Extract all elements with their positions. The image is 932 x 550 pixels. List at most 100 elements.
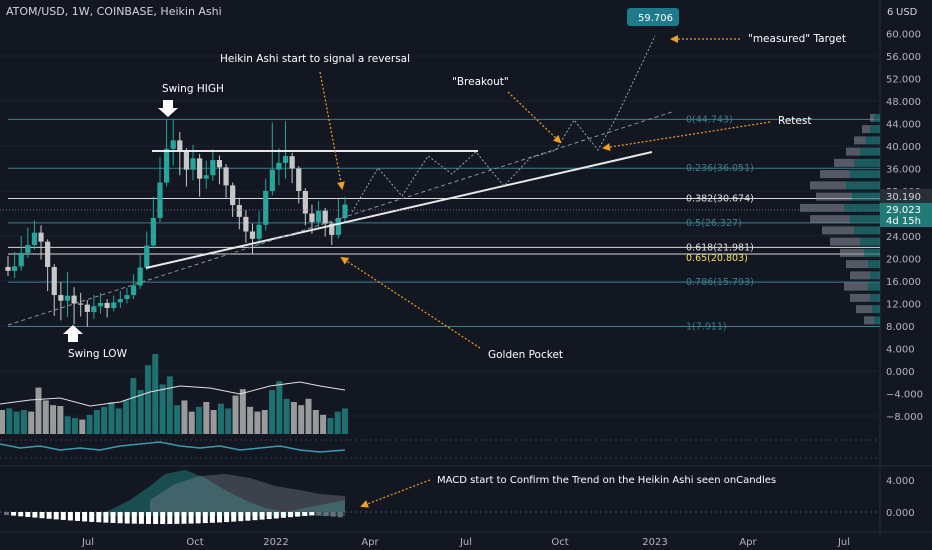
volume-bar [203, 402, 210, 434]
macd-bar [4, 512, 9, 515]
vprofile-bar-down [820, 170, 850, 179]
y-tick-label: 24.000 [886, 232, 921, 243]
currency-label[interactable]: USD [896, 7, 918, 18]
macd-bar [167, 512, 173, 524]
macd-bar [302, 512, 308, 516]
candle-body [197, 158, 203, 179]
chart-title: ATOM/USD, 1W, COINBASE, Heikin Ashi [6, 5, 222, 18]
macd-bar [217, 512, 222, 523]
macd-bar [195, 512, 201, 524]
volume-bar [254, 411, 261, 434]
annotations: Swing HIGH Swing LOW Heikin Ashi start t… [63, 33, 846, 508]
volume-bar [93, 410, 100, 434]
fib-label: 0.236(36.051) [686, 163, 754, 174]
macd-bar [252, 512, 258, 521]
fib-label: 0.5(26.327) [686, 218, 742, 229]
current-price-tag: 29.023 [886, 205, 921, 216]
vprofile-bar-up [852, 192, 880, 201]
vprofile-bar-up [850, 170, 880, 179]
vprofile-bar-down [850, 271, 870, 280]
candle-body [58, 295, 64, 301]
macd-bar [96, 512, 102, 523]
vprofile-bar-up [870, 293, 880, 302]
macd-bar [124, 512, 130, 524]
vprofile-bar-down [810, 181, 846, 190]
volume-bar [0, 410, 5, 434]
vprofile-bar-up [860, 237, 880, 246]
volume-bar [312, 410, 319, 434]
price-axis [880, 0, 932, 550]
macd-histogram [4, 512, 343, 524]
vprofile-bar-up [868, 260, 880, 269]
volume-bar [101, 406, 108, 434]
candle-body [84, 304, 90, 312]
candle-body [329, 223, 335, 235]
vprofile-bar-up [870, 125, 880, 134]
macd-bar [295, 512, 301, 517]
volume-bar [123, 400, 130, 434]
macd-bar [330, 512, 336, 517]
macd-bar [181, 512, 187, 524]
macd-bar [131, 512, 137, 524]
macd-bar [245, 512, 251, 521]
candle-body [302, 191, 308, 214]
candle-body [45, 241, 51, 267]
vprofile-bar-down [834, 158, 854, 167]
volume-bar [217, 403, 224, 434]
volume-bar [334, 411, 341, 434]
volume-bar [269, 390, 276, 434]
candle-body [157, 182, 163, 218]
candle-body [190, 158, 196, 170]
vprofile-bar-up [866, 136, 880, 145]
trend-dashed-line [7, 111, 673, 326]
macd-bar [146, 512, 151, 524]
y-tick-label: 8.000 [886, 322, 915, 333]
volume-bar [137, 390, 144, 434]
macd-bar [174, 512, 180, 524]
candle-body [12, 266, 18, 271]
volume-bar [71, 418, 78, 434]
swing-high-arrow-icon [158, 100, 178, 117]
candle-body [104, 302, 110, 308]
vprofile-bar-down [840, 248, 864, 257]
vprofile-bar-up [850, 215, 880, 224]
candle-body [335, 218, 341, 235]
x-tick-label: Jul [81, 537, 94, 548]
candle-body [223, 167, 229, 186]
vprofile-bar-down [854, 136, 866, 145]
vprofile-bar-up [860, 147, 880, 156]
volume-histogram [0, 354, 348, 434]
candle-body [163, 148, 170, 183]
vprofile-bar-up [846, 181, 880, 190]
x-tick-label: Oct [551, 537, 568, 548]
fib-label: 0.786(15.793) [686, 277, 754, 288]
macd-bar [209, 512, 215, 523]
candle-body [216, 160, 223, 168]
macd-bar [160, 512, 166, 524]
x-tick-label: Jul [837, 537, 850, 548]
vprofile-bar-up [872, 305, 880, 314]
candle-body [342, 204, 348, 218]
candle-body [25, 245, 31, 253]
candle-body [38, 232, 44, 242]
annotation-breakout: "Breakout" [452, 76, 509, 88]
volume-bar [305, 398, 312, 434]
macd-bar [11, 512, 17, 516]
vprofile-bar-up [854, 158, 880, 167]
candle-body [289, 156, 295, 169]
vprofile-bar-down [844, 282, 868, 291]
macd-bar [18, 512, 24, 517]
candle-body [236, 205, 242, 217]
macd-bar [25, 512, 31, 517]
vprofile-bar-down [810, 215, 850, 224]
volume-bar [50, 405, 57, 434]
fib-label: 0.618(21.981) [686, 242, 754, 253]
volume-bar [327, 418, 334, 434]
volume-bar [283, 398, 290, 434]
candle-body [51, 266, 57, 296]
y-tick-label: 60.000 [886, 30, 921, 41]
macd-bar [323, 512, 329, 517]
candlestick-series [5, 119, 348, 327]
volume-bar [225, 408, 232, 434]
